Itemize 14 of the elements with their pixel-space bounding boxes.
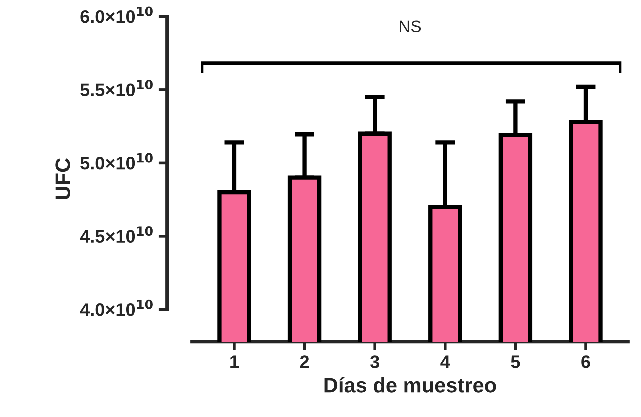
y-tick-label: 4.5×10$^{10}$ (80, 226, 153, 244)
y-tick-label: 6.0×10$^{10}$ (80, 6, 153, 24)
annotation: NS (400, 20, 422, 33)
y-tick-label: 4.0×10$^{10}$ (80, 300, 153, 316)
x-tick-label: 4 (440, 356, 450, 368)
x-tick-label: 6 (582, 356, 590, 368)
y-tick-label: 5.5×10$^{10}$ (80, 80, 153, 97)
y-axis-title: UFC (56, 158, 70, 200)
x-tick-label: 1 (230, 356, 239, 368)
x-tick-label: 5 (511, 356, 520, 368)
x-axis-title: Días de muestreo (324, 377, 496, 393)
x-tick-label: 3 (370, 356, 380, 368)
y-tick-label: 5.0×10$^{10}$ (80, 153, 153, 170)
x-tick-label: 2 (300, 356, 310, 368)
